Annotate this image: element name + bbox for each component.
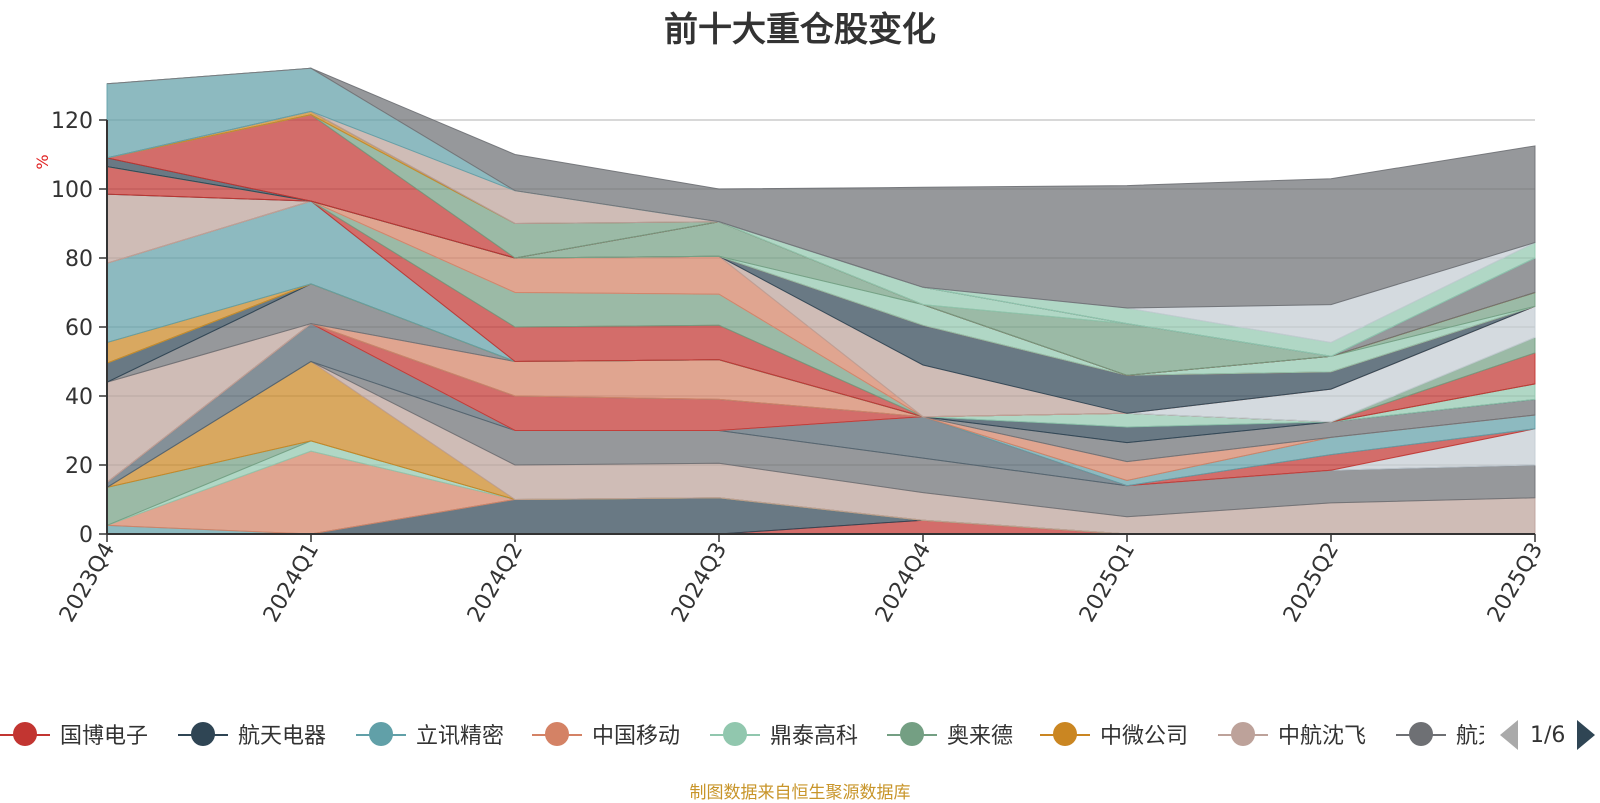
data-source-note: 制图数据来自恒生聚源数据库 bbox=[689, 783, 911, 803]
stacked-areas bbox=[106, 67, 1536, 535]
y-tick-label: 80 bbox=[65, 247, 93, 272]
legend-item[interactable]: 鼎泰高科 bbox=[710, 716, 858, 752]
legend-marker-icon bbox=[1040, 716, 1090, 752]
x-tick-label: 2025Q2 bbox=[1279, 539, 1344, 627]
legend-item[interactable]: 立讯精密 bbox=[356, 716, 504, 752]
legend-marker-icon bbox=[532, 716, 582, 752]
y-tick-label: 20 bbox=[65, 454, 93, 479]
legend-marker-icon bbox=[887, 716, 937, 752]
legend-marker-icon bbox=[1396, 716, 1446, 752]
y-tick-label: 0 bbox=[79, 523, 93, 548]
legend-item[interactable]: 奥来德 bbox=[887, 716, 1013, 752]
legend-label: 航天 bbox=[1456, 724, 1484, 749]
legend-item[interactable]: 航天 bbox=[1396, 716, 1484, 752]
y-tick-label: 60 bbox=[65, 316, 93, 341]
y-tick-label: 120 bbox=[51, 109, 93, 134]
x-tick-label: 2025Q3 bbox=[1483, 539, 1548, 627]
legend-item[interactable]: 航天电器 bbox=[178, 716, 326, 752]
legend-label: 奥来德 bbox=[947, 724, 1014, 749]
legend-next-icon[interactable] bbox=[1577, 720, 1596, 750]
legend-marker-icon bbox=[178, 716, 228, 752]
chart-title: 前十大重仓股变化 bbox=[664, 10, 936, 50]
legend-marker-icon bbox=[1218, 716, 1268, 752]
legend-label: 国博电子 bbox=[60, 724, 149, 749]
legend-item[interactable]: 国博电子 bbox=[0, 716, 148, 752]
legend-item[interactable]: 中微公司 bbox=[1040, 716, 1188, 752]
legend-marker-icon bbox=[356, 716, 406, 752]
x-tick-label: 2024Q2 bbox=[463, 539, 528, 627]
legend-label: 中航沈飞 bbox=[1278, 724, 1367, 749]
legend-label: 立讯精密 bbox=[416, 724, 505, 749]
legend-pager: 1/6 bbox=[1500, 718, 1596, 752]
legend-marker-icon bbox=[0, 716, 50, 752]
x-tick-label: 2024Q3 bbox=[667, 539, 732, 627]
y-tick-label: 100 bbox=[51, 178, 93, 203]
x-tick-label: 2024Q4 bbox=[871, 539, 936, 627]
legend-prev-icon[interactable] bbox=[1500, 720, 1518, 750]
legend-label: 中微公司 bbox=[1100, 724, 1189, 749]
legend-item[interactable]: 中航沈飞 bbox=[1218, 716, 1366, 752]
legend-page-indicator: 1/6 bbox=[1530, 722, 1566, 748]
legend-label: 鼎泰高科 bbox=[770, 724, 859, 749]
legend: 国博电子 航天电器 立讯精密 中国移动 鼎泰高科 奥来德 中微公司 中航沈飞 航天 bbox=[0, 716, 1484, 752]
y-tick-label: 40 bbox=[65, 385, 93, 410]
x-tick-label: 2024Q1 bbox=[259, 539, 324, 627]
y-axis-label: % bbox=[33, 154, 52, 169]
x-tick-label: 2025Q1 bbox=[1075, 539, 1140, 627]
area-series-39 bbox=[106, 67, 1536, 309]
legend-marker-icon bbox=[710, 716, 760, 752]
legend-item[interactable]: 中国移动 bbox=[532, 716, 680, 752]
legend-label: 中国移动 bbox=[592, 724, 681, 749]
legend-label: 航天电器 bbox=[238, 724, 327, 749]
x-tick-label: 2023Q4 bbox=[55, 539, 120, 627]
